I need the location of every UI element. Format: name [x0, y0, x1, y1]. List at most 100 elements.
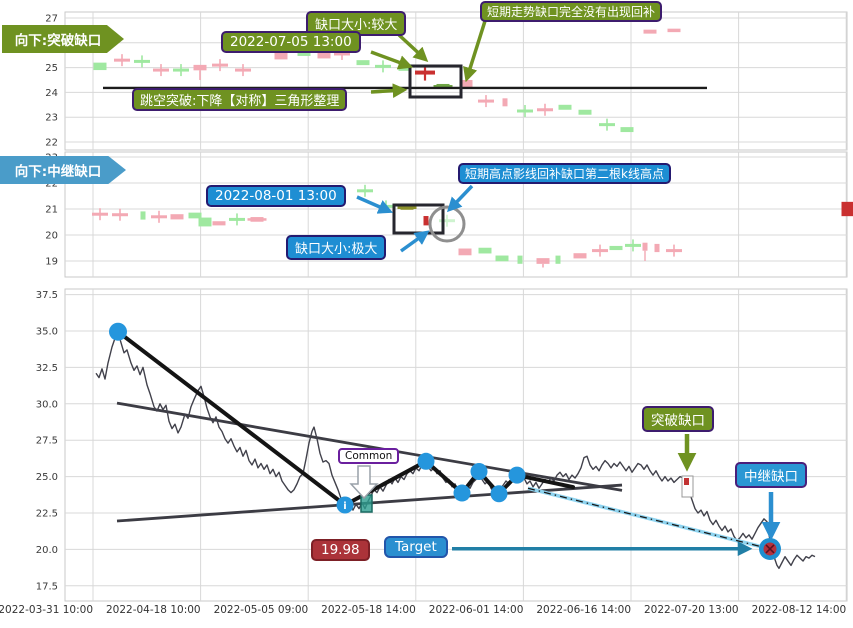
- blue-arrow-icon: [446, 184, 474, 213]
- candle: [140, 211, 146, 220]
- candle: [375, 60, 391, 73]
- y-tick-label: 32.5: [36, 363, 58, 374]
- candle: [495, 255, 509, 262]
- y-tick-label: 25.0: [36, 472, 58, 483]
- x-tick-label: 2022-05-05 09:00: [214, 604, 309, 616]
- y-tick-label: 27: [45, 14, 58, 25]
- candle: [153, 64, 169, 77]
- candle: [198, 217, 212, 227]
- x-tick-label: 2022-05-18 14:00: [321, 604, 416, 616]
- candle: [114, 54, 130, 67]
- candle: [502, 98, 508, 107]
- candle: [173, 64, 189, 77]
- y-tick-label: 27.5: [36, 436, 58, 447]
- candle: [458, 248, 472, 256]
- gap-highlight-rect: [408, 64, 463, 99]
- candle: [643, 29, 657, 34]
- candle: [274, 50, 288, 60]
- target-marker-cross-icon: [765, 544, 775, 554]
- y-tick-label: 22: [45, 138, 58, 149]
- candle: [134, 55, 150, 68]
- candle: [247, 217, 267, 222]
- candle: [439, 214, 455, 227]
- candle: [667, 28, 681, 33]
- info-dot-glyph: i: [343, 501, 346, 512]
- olive-arrow-icon: [397, 33, 429, 62]
- candle: [578, 109, 592, 115]
- panel1-breakout-label: 跳空突破:下降【对称】三角形整理: [132, 88, 348, 111]
- y-tick-label: 22.5: [36, 509, 58, 520]
- y-tick-label: 21: [45, 205, 58, 216]
- common-label: Common: [338, 448, 400, 464]
- panel1-direction-label: 向下:突破缺口: [2, 25, 124, 53]
- candle: [620, 127, 634, 133]
- candle: [423, 216, 429, 226]
- top-panel: 272625242322: [45, 11, 848, 151]
- x-tick-label: 2022-04-18 10:00: [106, 604, 201, 616]
- x-tick-label: 2022-06-01 14:00: [429, 604, 524, 616]
- continuation-gap-label: 中继缺口: [735, 462, 807, 488]
- y-tick-label: 19: [45, 257, 58, 268]
- candle: [229, 213, 245, 226]
- x-tick-label: 2022-08-12 14:00: [752, 604, 847, 616]
- candle: [558, 104, 572, 110]
- candle: [625, 239, 641, 252]
- candle: [599, 118, 615, 131]
- breakout-gap-red-mark: [684, 478, 689, 485]
- x-tick-label: 2022-03-31 10:00: [0, 604, 93, 616]
- y-tick-label: 20: [45, 231, 58, 242]
- candle: [193, 64, 207, 80]
- blue-arrow-icon: [356, 195, 394, 214]
- candle: [212, 221, 226, 226]
- y-tick-label: 24: [45, 88, 58, 99]
- pivot-dot: [490, 485, 508, 503]
- y-tick-label: 25: [45, 63, 58, 74]
- olive-arrow-icon: [463, 20, 487, 83]
- candle: [93, 62, 107, 71]
- panel2-fill-note-label: 短期高点影线回补缺口第二根k线高点: [458, 163, 671, 184]
- y-tick-label: 35.0: [36, 327, 58, 338]
- candle: [212, 59, 228, 72]
- panel1-datetime-label: 2022-07-05 13:00: [221, 31, 361, 53]
- candle: [555, 255, 561, 264]
- candle: [536, 258, 550, 268]
- blue-arrow-icon: [399, 230, 430, 253]
- pivot-dot: [470, 463, 488, 481]
- x-tick-label: 2022-06-16 14:00: [536, 604, 631, 616]
- breakout-gap-rect: [681, 475, 694, 498]
- y-tick-label: 22: [45, 179, 58, 190]
- y-tick-label: 23: [45, 113, 58, 124]
- breakout-gap-label: 突破缺口: [642, 406, 714, 432]
- olive-arrow-icon: [370, 83, 408, 98]
- candle: [841, 201, 853, 217]
- candle: [356, 60, 370, 66]
- candle: [654, 243, 660, 253]
- panel2-direction-label: 向下:中继缺口: [0, 156, 126, 184]
- candle: [537, 103, 553, 116]
- candle: [517, 255, 523, 264]
- candle: [478, 247, 492, 254]
- candle: [151, 210, 167, 223]
- y-tick-label: 30.0: [36, 399, 58, 410]
- common-arrow-icon: [349, 465, 379, 500]
- candle: [235, 64, 251, 77]
- candle: [317, 51, 331, 59]
- pivot-dot: [109, 322, 127, 341]
- candle: [459, 80, 473, 88]
- x-tick-label: 2022-07-20 13:00: [644, 604, 739, 616]
- pivot-dot: [417, 452, 435, 470]
- candle: [112, 208, 128, 221]
- panel2-datetime-label: 2022-08-01 13:00: [206, 185, 346, 207]
- y-tick-label: 17.5: [36, 581, 58, 592]
- target-label: Target: [384, 536, 448, 558]
- candle: [357, 184, 373, 197]
- candle: [517, 105, 533, 117]
- candle: [642, 242, 648, 261]
- panel2-gap-size-label: 缺口大小:极大: [286, 235, 387, 260]
- y-tick-label: 37.5: [36, 290, 58, 301]
- olive-arrow-icon: [370, 50, 414, 70]
- candle: [573, 253, 587, 259]
- panel1-no-fill-label: 短期走势缺口完全没有出现回补: [480, 1, 663, 22]
